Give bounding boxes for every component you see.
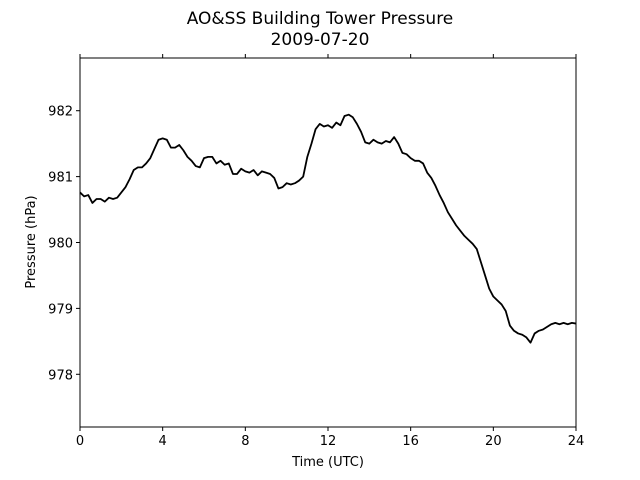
- x-tick-label: 12: [320, 434, 337, 449]
- y-tick-label: 982: [48, 105, 73, 120]
- y-axis-ticks: 978 979 980 981 982: [48, 105, 80, 383]
- y-tick-label: 980: [48, 237, 73, 252]
- y-tick-label: 981: [48, 171, 73, 186]
- x-tick-label: 0: [76, 434, 84, 449]
- line-layer: [79, 113, 577, 344]
- y-tick-label: 978: [48, 368, 73, 383]
- y-tick-label: 979: [48, 302, 73, 317]
- chart-subtitle: 2009-07-20: [271, 30, 370, 50]
- x-tick-label: 24: [568, 434, 585, 449]
- x-axis-ticks: 0 4 8 12 16 20 24: [76, 54, 584, 449]
- chart-title: AO&SS Building Tower Pressure: [187, 9, 454, 29]
- x-tick-label: 20: [485, 434, 502, 449]
- x-tick-label: 4: [159, 434, 167, 449]
- plot-frame: [79, 57, 577, 428]
- x-axis-label: Time (UTC): [291, 455, 364, 470]
- plot-area: [80, 58, 576, 427]
- x-tick-label: 8: [241, 434, 249, 449]
- y-axis-label: Pressure (hPa): [24, 195, 39, 288]
- x-tick-label: 16: [402, 434, 419, 449]
- pressure-series-line: [79, 113, 577, 344]
